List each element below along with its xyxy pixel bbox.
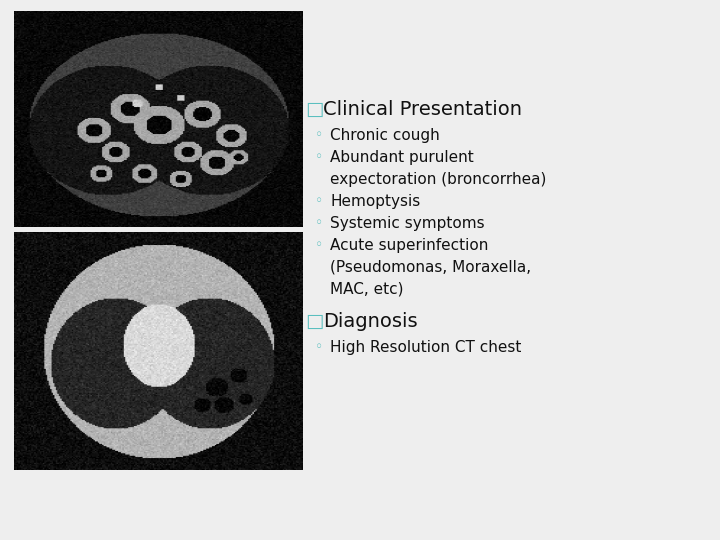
Text: MAC, etc): MAC, etc): [330, 282, 403, 297]
Text: Clinical Presentation: Clinical Presentation: [323, 100, 522, 119]
Text: Hemoptysis: Hemoptysis: [330, 194, 420, 209]
Text: expectoration (broncorrhea): expectoration (broncorrhea): [330, 172, 546, 187]
Text: ◦: ◦: [315, 128, 323, 142]
Text: ◦: ◦: [315, 216, 323, 230]
Text: Acute superinfection: Acute superinfection: [330, 238, 488, 253]
Text: (Pseudomonas, Moraxella,: (Pseudomonas, Moraxella,: [330, 260, 531, 275]
Text: Bronchiectasis: Bronchiectasis: [15, 30, 266, 59]
Text: □: □: [305, 312, 323, 331]
Text: ◦: ◦: [315, 150, 323, 164]
Text: Systemic symptoms: Systemic symptoms: [330, 216, 485, 231]
Text: ◦: ◦: [315, 340, 323, 354]
Text: ◦: ◦: [315, 238, 323, 252]
Text: Diagnosis: Diagnosis: [323, 312, 418, 331]
Text: □: □: [305, 100, 323, 119]
Text: Chronic cough: Chronic cough: [330, 128, 440, 143]
Text: Abundant purulent: Abundant purulent: [330, 150, 474, 165]
Text: High Resolution CT chest: High Resolution CT chest: [330, 340, 521, 355]
Text: ◦: ◦: [315, 194, 323, 208]
